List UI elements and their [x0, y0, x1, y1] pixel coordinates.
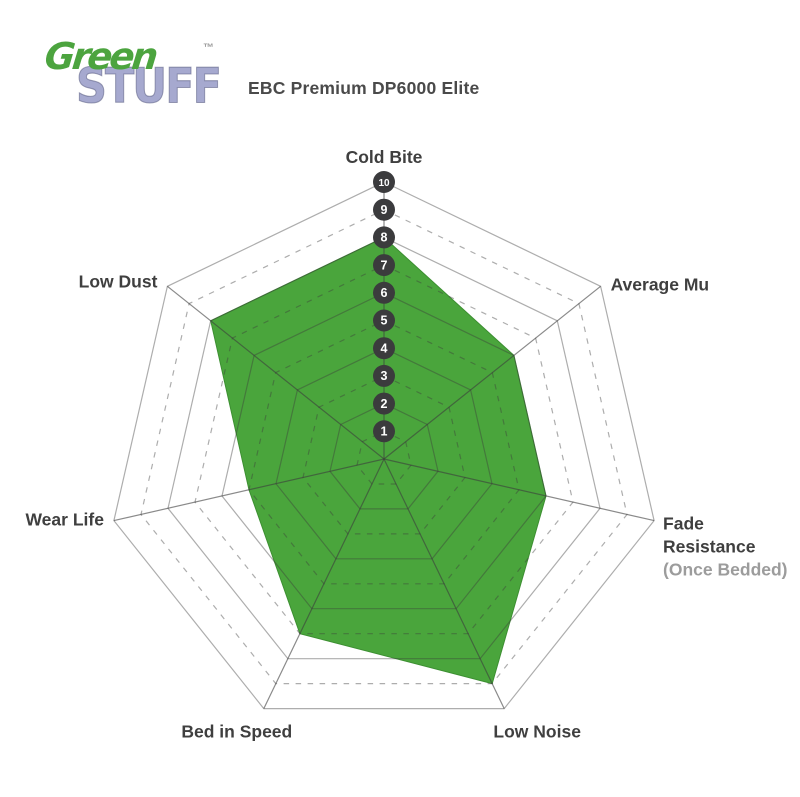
scale-badge: [373, 392, 395, 415]
scale-badge-label: 9: [381, 203, 388, 217]
logo-word-stuff: STUFF: [76, 58, 223, 115]
scale-badge: [373, 254, 395, 277]
axis-label: Bed in Speed: [181, 722, 292, 742]
trademark-symbol: ™: [203, 42, 214, 54]
scale-badge: [373, 226, 395, 249]
scale-badge-label: 5: [381, 314, 388, 328]
axis-label: Low Noise: [493, 722, 581, 742]
axis-label: Average Mu: [611, 274, 710, 294]
scale-badge: [373, 364, 395, 387]
scale-badge: [373, 420, 395, 443]
scale-badge-label: 1: [381, 425, 388, 439]
axis-labels: Cold Bite Average Mu Fade Resistance (Once B…: [25, 147, 787, 742]
greenstuff-logo: STUFF Green ™: [43, 35, 223, 136]
axis-label: Low Dust: [79, 271, 158, 291]
grid-rings: [113, 181, 655, 710]
scale-badge: [373, 198, 395, 221]
scale-badge-label: 6: [381, 286, 388, 300]
scale-badges: 1 2 3 4 5 6 7 8 9 10: [373, 171, 395, 443]
scale-badge-label: 10: [378, 178, 390, 189]
axis-label: Cold Bite: [346, 147, 423, 167]
scale-badge: [373, 171, 395, 193]
scale-badge-label: 2: [381, 397, 388, 411]
scale-badge: [373, 281, 395, 304]
scale-badge-label: 3: [381, 369, 388, 383]
scale-badge: [373, 309, 395, 332]
axis-label: Resistance: [663, 537, 756, 557]
scale-badge-label: 4: [381, 341, 388, 355]
scale-badge-label: 8: [381, 231, 388, 245]
chart-title: EBC Premium DP6000 Elite: [248, 78, 480, 98]
scale-badge-label: 7: [381, 258, 388, 272]
axis-label: Fade: [663, 514, 704, 534]
scale-badge: [373, 337, 395, 360]
axis-sublabel: (Once Bedded): [663, 560, 787, 580]
axis-label: Wear Life: [25, 510, 104, 530]
